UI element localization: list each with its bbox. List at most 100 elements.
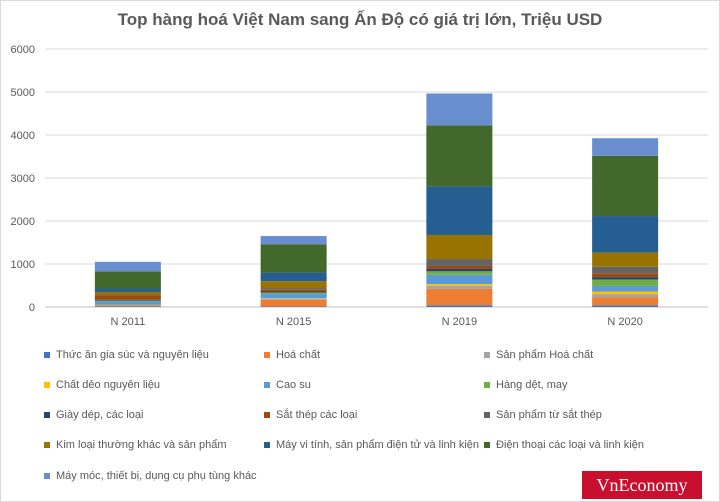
legend-label: Cao su (276, 379, 311, 391)
bar-segment-2-11 (260, 272, 327, 282)
bar-segment-2-7 (260, 291, 327, 293)
bar-segment-4-3 (592, 294, 659, 298)
bar-segment-4-10 (592, 252, 659, 267)
bar-segment-3-11 (426, 186, 493, 235)
legend-swatch (264, 382, 270, 388)
legend-swatch (44, 442, 50, 448)
bar-segment-4-11 (592, 216, 659, 253)
bar-segment-4-9 (592, 266, 659, 274)
bar-segment-3-12 (426, 125, 493, 187)
legend-item: Máy móc, thiết bị, dụng cụ phụ tùng khác (44, 468, 257, 484)
legend-swatch (484, 412, 490, 418)
bar-segment-2-5 (260, 293, 327, 299)
bar-segment-2-12 (260, 244, 327, 273)
bar-segment-3-1 (426, 305, 493, 307)
legend-label: Chất dẻo nguyên liệu (56, 379, 160, 391)
bar-segment-3-10 (426, 234, 493, 260)
legend-swatch (484, 442, 490, 448)
bar-segment-3-5 (426, 274, 493, 285)
y-tick-label: 4000 (11, 130, 35, 142)
legend-item: Thức ăn gia súc và nguyên liệu (44, 347, 209, 363)
legend-swatch (44, 352, 50, 358)
y-tick-label: 6000 (11, 44, 35, 56)
legend-swatch (44, 382, 50, 388)
bar-segment-1-13 (94, 261, 161, 272)
bar-segment-3-13 (426, 93, 493, 126)
bar-segment-2-9 (260, 288, 327, 290)
bar-segment-4-7 (592, 277, 659, 280)
bar-segment-2-13 (260, 236, 327, 245)
bar-segment-3-2 (426, 288, 493, 306)
bar-segment-4-6 (592, 279, 659, 286)
bar-segment-2-8 (260, 289, 327, 292)
bar-segment-4-13 (592, 138, 659, 156)
legend-label: Điện thoại các loại và linh kiện (496, 439, 644, 451)
legend-item: Cao su (264, 377, 311, 393)
legend-swatch (264, 412, 270, 418)
bar-segment-2-6 (260, 292, 327, 294)
bar-segment-1-2 (94, 305, 161, 307)
y-tick-label: 1000 (11, 259, 35, 271)
legend-label: Máy móc, thiết bị, dụng cụ phụ tùng khác (56, 470, 257, 482)
legend-item: Sắt thép các loại (264, 407, 357, 423)
bar-segment-1-12 (94, 271, 161, 289)
bar-segment-3-4 (426, 284, 493, 286)
y-tick-label: 3000 (11, 173, 35, 185)
bar-segment-2-1 (260, 306, 327, 307)
bar-segment-4-5 (592, 285, 659, 292)
legend-label: Hàng dệt, may (496, 379, 568, 391)
legend-label: Máy vi tính, sản phẩm điện tử và linh ki… (276, 439, 480, 451)
chart-title: Top hàng hoá Việt Nam sang Ấn Độ có giá … (117, 10, 603, 29)
bar-segment-1-5 (94, 301, 161, 305)
legend-label: Sản phẩm từ sắt thép (496, 409, 602, 421)
bar-segment-1-8 (94, 295, 161, 300)
x-tick-label: N 2019 (442, 316, 477, 328)
y-tick-label: 0 (29, 302, 35, 314)
x-tick-label: N 2011 (111, 316, 146, 328)
bar-segment-1-7 (94, 299, 161, 301)
legend-item: Sản phẩm Hoá chất (484, 347, 593, 363)
legend-item: Sản phẩm từ sắt thép (484, 407, 602, 423)
y-tick-label: 5000 (11, 87, 35, 99)
legend-swatch (264, 442, 270, 448)
legend-swatch (44, 412, 50, 418)
legend-item: Hoá chất (264, 347, 320, 363)
legend-swatch (484, 352, 490, 358)
bar-segment-3-7 (426, 268, 493, 272)
legend-label: Thức ăn gia súc và nguyên liệu (56, 349, 209, 361)
legend-swatch (264, 352, 270, 358)
bar-segment-4-2 (592, 297, 659, 306)
bar-segment-4-4 (592, 291, 659, 295)
bar-segment-1-9 (94, 294, 161, 296)
legend-label: Hoá chất (276, 349, 321, 361)
bar-segment-3-6 (426, 271, 493, 275)
bar-segment-3-9 (426, 259, 493, 266)
legend-label: Kim loại thường khác và sản phẩm (56, 439, 227, 451)
bar-segment-3-8 (426, 265, 493, 269)
bar-segment-2-10 (260, 281, 327, 289)
bar-segment-1-6 (94, 300, 161, 302)
y-tick-label: 2000 (11, 216, 35, 228)
legend-item: Kim loại thường khác và sản phẩm (44, 437, 227, 453)
x-tick-label: N 2020 (607, 316, 642, 328)
legend-swatch (484, 382, 490, 388)
legend-label: Sắt thép các loại (276, 409, 358, 421)
bar-segment-1-10 (94, 291, 161, 295)
legend-item: Máy vi tính, sản phẩm điện tử và linh ki… (264, 437, 479, 453)
legend-item: Giày dép, các loại (44, 407, 143, 423)
bar-segment-4-1 (592, 305, 659, 307)
x-tick-label: N 2015 (276, 316, 311, 328)
legend-label: Giày dép, các loại (56, 409, 144, 421)
legend-item: Hàng dệt, may (484, 377, 568, 393)
bar-segment-3-3 (426, 285, 493, 289)
bar-segment-4-8 (592, 273, 659, 278)
legend-item: Điện thoại các loại và linh kiện (484, 437, 644, 453)
bar-segment-4-12 (592, 155, 659, 217)
legend-swatch (44, 473, 50, 479)
vneconomy-logo: VnEconomy (582, 471, 702, 499)
bar-segment-2-3 (260, 298, 327, 300)
legend-item: Chất dẻo nguyên liệu (44, 377, 160, 393)
bar-segment-2-2 (260, 299, 327, 307)
